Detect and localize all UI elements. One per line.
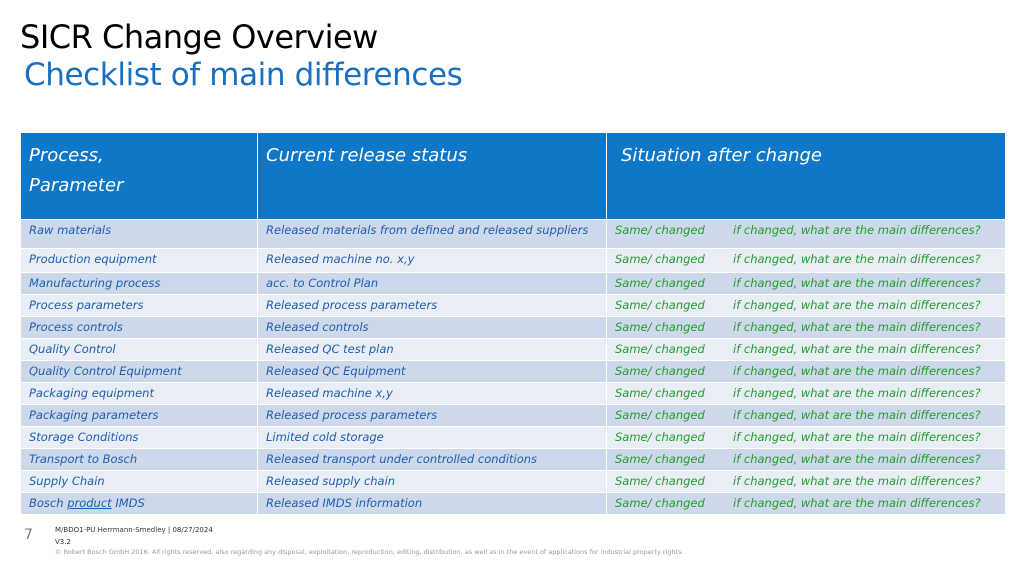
table-header-row: Process, Parameter Current release statu… [20,132,1006,220]
process-cell: Quality Control [20,338,258,361]
process-underlined-word: product [67,496,112,510]
table-row: Storage Conditions Limited cold storage … [20,426,1006,449]
header-parameter-label: Parameter [29,175,124,196]
same-changed-text: Same/ changed [615,364,705,378]
situation-cell: Same/ changed if changed, what are the ma… [606,272,1006,295]
release-status-cell: Released IMDS information [257,492,607,515]
same-changed-text: Same/ changed [615,223,705,237]
same-changed-text: Same/ changed [615,320,705,334]
same-changed-text: Same/ changed [615,408,705,422]
table-row: Quality Control Equipment Released QC Eq… [20,360,1006,383]
table-row: Transport to Bosch Released transport un… [20,448,1006,471]
same-changed-text: Same/ changed [615,430,705,444]
differences-note: if changed, what are the main difference… [733,474,981,488]
release-status-cell: Released QC test plan [257,338,607,361]
process-prefix: Bosch [29,496,68,510]
situation-cell: Same/ changed if changed, what are the ma… [606,426,1006,449]
situation-cell: Same/ changed if changed, what are the ma… [606,470,1006,493]
differences-note: if changed, what are the main difference… [733,298,981,312]
table-row: Manufacturing process acc. to Control Pl… [20,272,1006,295]
situation-cell: Same/ changed if changed, what are the ma… [606,448,1006,471]
table-row: Quality Control Released QC test plan Sa… [20,338,1006,361]
situation-cell: Same/ changed if changed, what are the ma… [606,294,1006,317]
differences-note: if changed, what are the main difference… [733,452,981,466]
same-changed-text: Same/ changed [615,252,705,266]
header-process-parameter: Process, Parameter [20,132,258,220]
same-changed-text: Same/ changed [615,386,705,400]
differences-note: if changed, what are the main difference… [733,430,981,444]
table-row: Supply Chain Released supply chain Same/… [20,470,1006,493]
same-changed-text: Same/ changed [615,452,705,466]
table-row: Raw materials Released materials from de… [20,219,1006,249]
table-row: Packaging equipment Released machine x,y… [20,382,1006,405]
release-status-cell: Released materials from defined and rele… [257,219,607,249]
situation-cell: Same/ changed if changed, what are the ma… [606,382,1006,405]
process-cell: Quality Control Equipment [20,360,258,383]
situation-cell: Same/ changed if changed, what are the ma… [606,404,1006,427]
table-row: Process controls Released controls Same/… [20,316,1006,339]
differences-note: if changed, what are the main difference… [733,223,981,237]
process-cell: Packaging equipment [20,382,258,405]
same-changed-text: Same/ changed [615,298,705,312]
page-number: 7 [24,527,33,543]
table-row: Production equipment Released machine no… [20,248,1006,273]
situation-cell: Same/ changed if changed, what are the ma… [606,492,1006,515]
situation-cell: Same/ changed if changed, what are the ma… [606,248,1006,273]
same-changed-text: Same/ changed [615,276,705,290]
release-status-cell: Released process parameters [257,404,607,427]
release-status-cell: Released process parameters [257,294,607,317]
same-changed-text: Same/ changed [615,342,705,356]
differences-note: if changed, what are the main difference… [733,252,981,266]
change-overview-table: Process, Parameter Current release statu… [20,132,1006,515]
release-status-cell: Limited cold storage [257,426,607,449]
differences-note: if changed, what are the main difference… [733,276,981,290]
release-status-cell: Released QC Equipment [257,360,607,383]
footer-copyright: © Robert Bosch GmbH 2016. All rights res… [55,548,684,556]
situation-cell: Same/ changed if changed, what are the ma… [606,360,1006,383]
slide-title: SICR Change Overview [20,18,378,56]
process-cell: Transport to Bosch [20,448,258,471]
process-cell: Bosch product IMDS [20,492,258,515]
header-process-label: Process, [29,145,104,166]
situation-cell: Same/ changed if changed, what are the ma… [606,338,1006,361]
process-cell: Process controls [20,316,258,339]
situation-cell: Same/ changed if changed, what are the ma… [606,219,1006,249]
process-cell: Process parameters [20,294,258,317]
differences-note: if changed, what are the main difference… [733,408,981,422]
differences-note: if changed, what are the main difference… [733,496,981,510]
release-status-cell: Released controls [257,316,607,339]
process-cell: Supply Chain [20,470,258,493]
release-status-cell: Released machine x,y [257,382,607,405]
release-status-cell: Released supply chain [257,470,607,493]
footer-department-date: M/BDO1-PU Herrmann-Smedley | 08/27/2024 [55,526,213,534]
process-suffix: IMDS [111,496,145,510]
process-cell: Packaging parameters [20,404,258,427]
table-row: Process parameters Released process para… [20,294,1006,317]
process-cell: Storage Conditions [20,426,258,449]
process-cell: Manufacturing process [20,272,258,295]
header-situation-after-change: Situation after change [606,132,1006,220]
slide-subtitle: Checklist of main differences [24,57,463,93]
table-row: Packaging parameters Released process pa… [20,404,1006,427]
release-status-cell: Released transport under controlled cond… [257,448,607,471]
header-current-release-status: Current release status [257,132,607,220]
same-changed-text: Same/ changed [615,496,705,510]
footer-version: V3.2 [55,538,71,546]
process-cell: Production equipment [20,248,258,273]
process-cell: Raw materials [20,219,258,249]
release-status-cell: acc. to Control Plan [257,272,607,295]
differences-note: if changed, what are the main difference… [733,386,981,400]
release-status-cell: Released machine no. x,y [257,248,607,273]
differences-note: if changed, what are the main difference… [733,364,981,378]
differences-note: if changed, what are the main difference… [733,342,981,356]
differences-note: if changed, what are the main difference… [733,320,981,334]
situation-cell: Same/ changed if changed, what are the ma… [606,316,1006,339]
same-changed-text: Same/ changed [615,474,705,488]
table-row: Bosch product IMDS Released IMDS informa… [20,492,1006,515]
